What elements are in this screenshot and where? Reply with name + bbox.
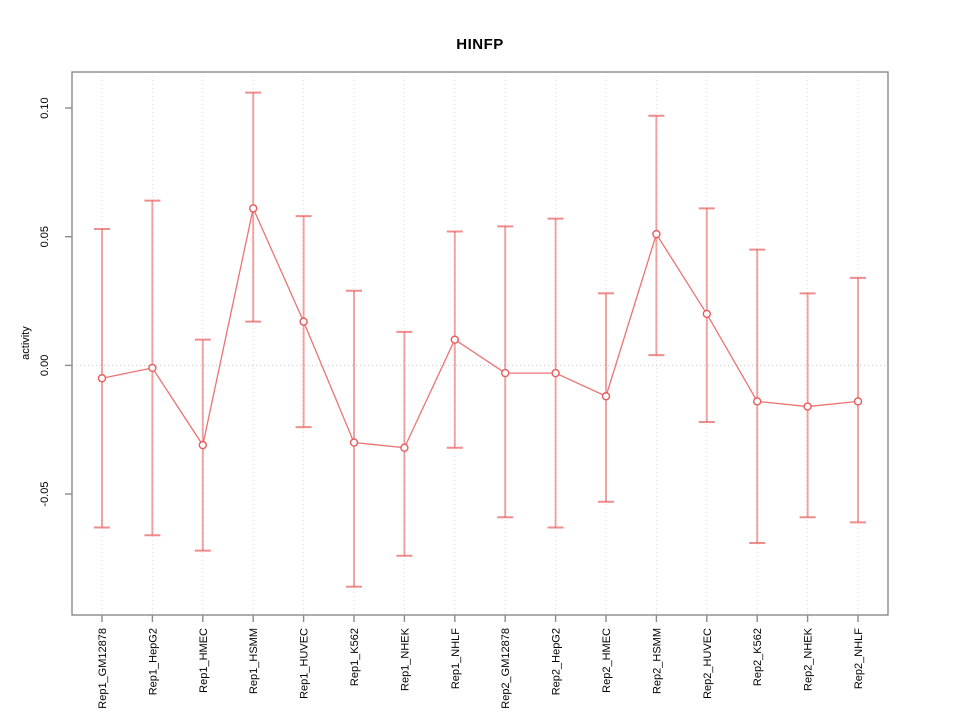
y-tick-label: 0.05: [39, 226, 51, 247]
data-point: [299, 317, 308, 326]
x-tick-label: Rep2_HSMM: [651, 628, 663, 694]
x-tick-label: Rep2_HepG2: [551, 628, 563, 695]
x-tick-label: Rep1_GM12878: [97, 628, 109, 709]
x-tick-label: Rep2_NHLF: [853, 628, 865, 689]
y-tick-label: 0.00: [39, 355, 51, 376]
data-point: [501, 368, 510, 378]
x-tick-label: Rep1_K562: [349, 628, 361, 686]
data-point: [551, 368, 560, 378]
x-tick-label: Rep1_HUVEC: [299, 628, 311, 699]
x-tick-label: Rep1_HMEC: [198, 628, 210, 693]
chart-title: HINFP: [456, 36, 504, 53]
data-point: [248, 204, 258, 213]
data-point: [853, 397, 863, 406]
data-point: [97, 374, 107, 383]
y-tick-label: -0.05: [39, 482, 51, 507]
data-point: [702, 309, 711, 319]
x-tick-label: Rep1_NHLF: [450, 628, 462, 689]
y-tick-label: 0.10: [39, 97, 51, 118]
x-tick-label: Rep2_HUVEC: [702, 628, 714, 699]
data-point: [450, 335, 459, 344]
x-tick-label: Rep2_NHEK: [803, 627, 815, 691]
plot-border: [71, 71, 889, 616]
series-line: [101, 206, 859, 449]
x-tick-label: Rep2_HMEC: [601, 628, 613, 693]
data-point: [652, 229, 661, 239]
x-tick-label: Rep1_NHEK: [399, 627, 411, 691]
x-tick-label: Rep2_GM12878: [500, 628, 512, 709]
data-point: [198, 440, 208, 450]
data-point: [148, 363, 157, 373]
data-point: [753, 397, 762, 406]
data-point: [400, 443, 409, 452]
data-point: [601, 392, 611, 401]
x-tick-label: Rep1_HSMM: [248, 628, 260, 694]
x-tick-label: Rep1_HepG2: [147, 628, 159, 695]
data-point: [803, 402, 812, 411]
data-point: [349, 438, 359, 447]
x-tick-label: Rep2_K562: [752, 628, 764, 686]
